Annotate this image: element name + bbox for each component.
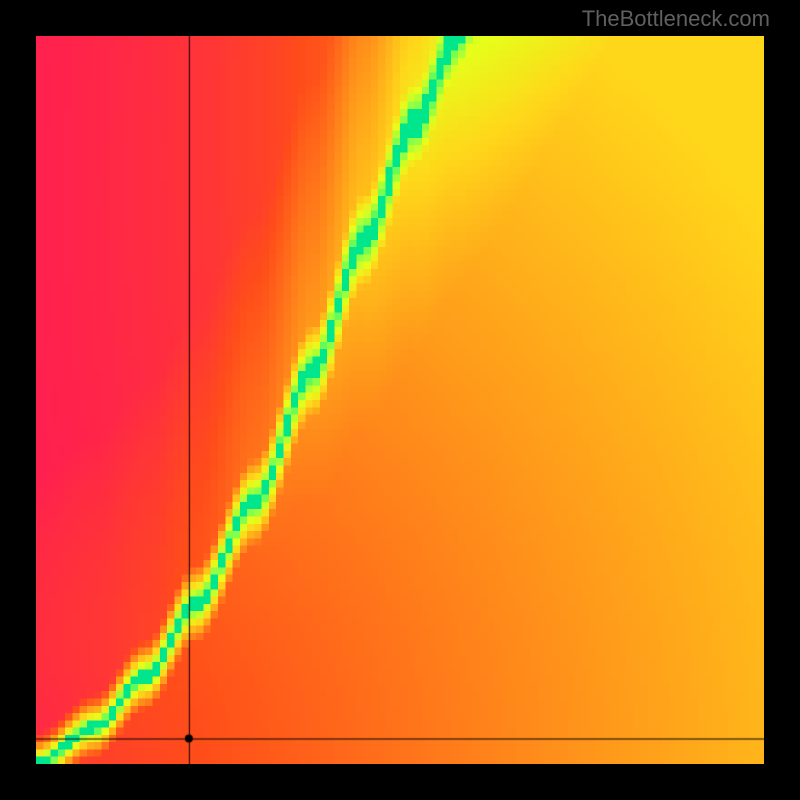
watermark-label: TheBottleneck.com: [582, 6, 770, 32]
bottleneck-heatmap: [36, 36, 764, 764]
chart-container: TheBottleneck.com: [0, 0, 800, 800]
